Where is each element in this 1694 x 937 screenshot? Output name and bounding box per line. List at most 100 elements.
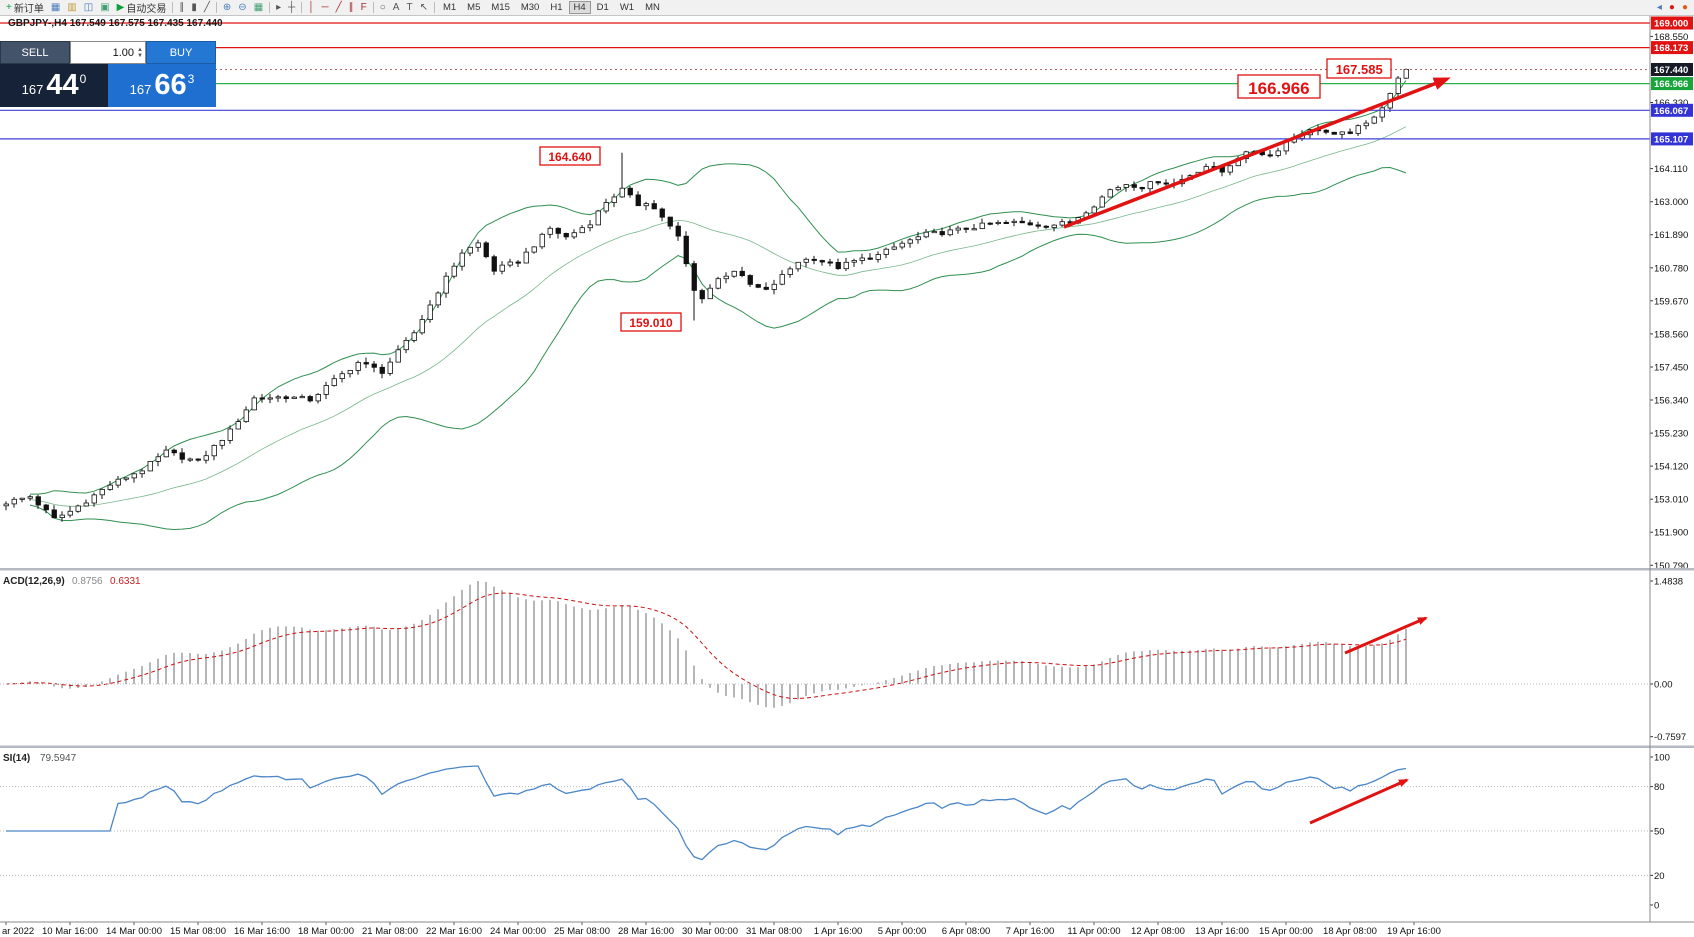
candles bbox=[3, 68, 1409, 522]
fibonacci-tool-button[interactable]: F bbox=[358, 1, 370, 15]
toolbar-separator bbox=[215, 2, 217, 13]
market-watch-button[interactable]: ◫ bbox=[81, 1, 96, 15]
vertical-line-tool-button[interactable]: │ bbox=[305, 1, 317, 15]
svg-text:19 Apr 16:00: 19 Apr 16:00 bbox=[1387, 926, 1441, 937]
svg-text:6 Apr 08:00: 6 Apr 08:00 bbox=[942, 926, 991, 937]
svg-text:164.640: 164.640 bbox=[548, 150, 592, 164]
crosshair-button[interactable]: ┼ bbox=[285, 1, 298, 15]
sell-price-point: 0 bbox=[79, 72, 87, 86]
trendline-tool-button[interactable]: ╱ bbox=[333, 1, 345, 15]
svg-text:28 Mar 16:00: 28 Mar 16:00 bbox=[618, 926, 674, 937]
axis-price-tag bbox=[1651, 41, 1693, 55]
autotrading-label: 自动交易 bbox=[126, 4, 167, 15]
buy-price-base: 167 bbox=[129, 82, 152, 97]
macd-signal-line bbox=[5, 592, 1407, 700]
fibonacci-tool-icon: F bbox=[360, 1, 367, 13]
horizontal-line-tool-button[interactable]: ─ bbox=[319, 1, 332, 15]
svg-text:ACD(12,26,9): ACD(12,26,9) bbox=[3, 576, 65, 587]
timeframe-h4-button[interactable]: H4 bbox=[568, 1, 591, 14]
record-icon: ● bbox=[1681, 1, 1688, 13]
price-annotation-box[interactable] bbox=[1326, 58, 1392, 79]
timeframe-m1-button[interactable]: M1 bbox=[442, 2, 457, 13]
timeframe-m30-button[interactable]: M30 bbox=[520, 2, 540, 13]
time-axis[interactable]: ar 2022 10 Mar 16:00 14 Mar 00:00 15 Mar 08… bbox=[2, 922, 1441, 937]
volume-stepper[interactable]: 1.00 ▲ ▼ bbox=[70, 41, 146, 64]
axis-price-tag bbox=[1651, 103, 1693, 117]
strategy-tester-icon: ▣ bbox=[100, 1, 110, 13]
shapes-tool-button[interactable]: ○ bbox=[377, 1, 389, 15]
price-annotation-box[interactable] bbox=[620, 312, 682, 332]
trend-arrow[interactable] bbox=[1309, 778, 1409, 825]
tile-windows-button[interactable]: ▦ bbox=[251, 1, 266, 15]
toolbar-separator bbox=[269, 2, 271, 13]
bar-chart-button[interactable]: ∥ bbox=[176, 1, 187, 15]
horizontal-line-tool-icon: ─ bbox=[321, 1, 329, 13]
timeframe-mn-button[interactable]: MN bbox=[645, 2, 660, 13]
toolbar-separator bbox=[301, 2, 303, 13]
svg-text:150.790: 150.790 bbox=[1654, 561, 1688, 572]
svg-text:13 Apr 16:00: 13 Apr 16:00 bbox=[1195, 926, 1249, 937]
profiles-button[interactable]: ▥ bbox=[64, 1, 79, 15]
timeframe-d1-button[interactable]: D1 bbox=[596, 2, 609, 13]
buy-price-display[interactable]: 167 66 3 bbox=[108, 64, 216, 107]
notification-button[interactable]: ● bbox=[1666, 1, 1678, 15]
svg-text:25 Mar 08:00: 25 Mar 08:00 bbox=[554, 926, 610, 937]
sell-price-display[interactable]: 167 44 0 bbox=[0, 64, 108, 107]
svg-text:0.00: 0.00 bbox=[1654, 680, 1673, 691]
scroll-chart-button[interactable]: ◂ bbox=[1654, 1, 1665, 15]
svg-text:12 Apr 08:00: 12 Apr 08:00 bbox=[1131, 926, 1185, 937]
timeframe-h1-button[interactable]: H1 bbox=[550, 2, 563, 13]
chart-window-button[interactable]: ▦ bbox=[48, 1, 63, 15]
volume-decrease-icon[interactable]: ▼ bbox=[137, 52, 143, 59]
one-click-trading-panel: SELL 1.00 ▲ ▼ BUY 167 44 0 167 66 3 bbox=[0, 41, 216, 107]
line-chart-button[interactable]: ╱ bbox=[201, 1, 213, 15]
svg-text:ar 2022: ar 2022 bbox=[2, 926, 34, 937]
zoom-in-icon: ⊕ bbox=[222, 1, 232, 13]
svg-text:166.067: 166.067 bbox=[1654, 106, 1688, 117]
label-tool-icon: T bbox=[406, 1, 413, 13]
notification-icon: ● bbox=[1668, 1, 1675, 13]
record-button[interactable]: ● bbox=[1679, 1, 1691, 15]
buy-button[interactable]: BUY bbox=[146, 41, 216, 64]
trend-arrow[interactable] bbox=[1344, 616, 1428, 655]
rsi-line bbox=[6, 765, 1407, 861]
timeframe-m5-button[interactable]: M5 bbox=[467, 2, 481, 13]
chart-annotations[interactable]: 164.640 159.010 166.966 167.585 bbox=[539, 58, 1451, 825]
timeframe-m15-button[interactable]: M15 bbox=[491, 2, 510, 13]
svg-text:155.230: 155.230 bbox=[1654, 429, 1688, 440]
channel-tool-button[interactable]: ∥ bbox=[346, 1, 357, 15]
new-order-button[interactable]: + 新订单 bbox=[3, 1, 47, 16]
cursor-button[interactable]: ▸ bbox=[273, 1, 284, 15]
axis-price-tag bbox=[1651, 63, 1693, 76]
sell-button[interactable]: SELL bbox=[0, 41, 70, 64]
svg-text:165.107: 165.107 bbox=[1654, 134, 1688, 145]
toolbar-separator bbox=[172, 2, 174, 13]
rsi-panel[interactable]: SI(14) 79.5947 bbox=[0, 753, 1650, 876]
price-annotation-box[interactable] bbox=[1237, 74, 1321, 99]
svg-text:10 Mar 16:00: 10 Mar 16:00 bbox=[42, 926, 98, 937]
toolbar-separator bbox=[433, 2, 435, 13]
svg-text:166.966: 166.966 bbox=[1654, 79, 1688, 90]
trend-arrow[interactable] bbox=[1063, 77, 1451, 229]
text-tool-button[interactable]: A bbox=[390, 1, 403, 15]
autotrading-button[interactable]: ▶ 自动交易 bbox=[114, 1, 170, 16]
chart-canvas[interactable]: ACD(12,26,9) 0.8756 0.6331 SI(14) 79.5947 164… bbox=[0, 16, 1694, 937]
arrow-tool-button[interactable]: ↖ bbox=[417, 1, 431, 15]
svg-text:151.900: 151.900 bbox=[1654, 528, 1688, 539]
volume-increase-icon[interactable]: ▲ bbox=[137, 46, 143, 53]
candlestick-chart-button[interactable]: ▮ bbox=[188, 1, 200, 15]
zoom-in-button[interactable]: ⊕ bbox=[220, 1, 234, 15]
timeframe-w1-button[interactable]: W1 bbox=[619, 2, 635, 13]
price-axis[interactable]: 1.4838 0.00 -0.7597 100 80 50 20 0 169.000 168.55… bbox=[1650, 16, 1693, 912]
label-tool-button[interactable]: T bbox=[403, 1, 415, 15]
main-chart[interactable] bbox=[0, 22, 1650, 531]
svg-text:1.4838: 1.4838 bbox=[1654, 577, 1683, 588]
strategy-tester-button[interactable]: ▣ bbox=[97, 1, 112, 15]
svg-text:18 Apr 08:00: 18 Apr 08:00 bbox=[1323, 926, 1377, 937]
zoom-out-button[interactable]: ⊖ bbox=[235, 1, 249, 15]
macd-panel[interactable]: ACD(12,26,9) 0.8756 0.6331 bbox=[0, 576, 1650, 708]
line-chart-icon: ╱ bbox=[203, 1, 210, 13]
profiles-icon: ▥ bbox=[67, 1, 77, 13]
new-order-label: 新订单 bbox=[13, 4, 44, 15]
price-annotation-box[interactable] bbox=[539, 146, 601, 166]
